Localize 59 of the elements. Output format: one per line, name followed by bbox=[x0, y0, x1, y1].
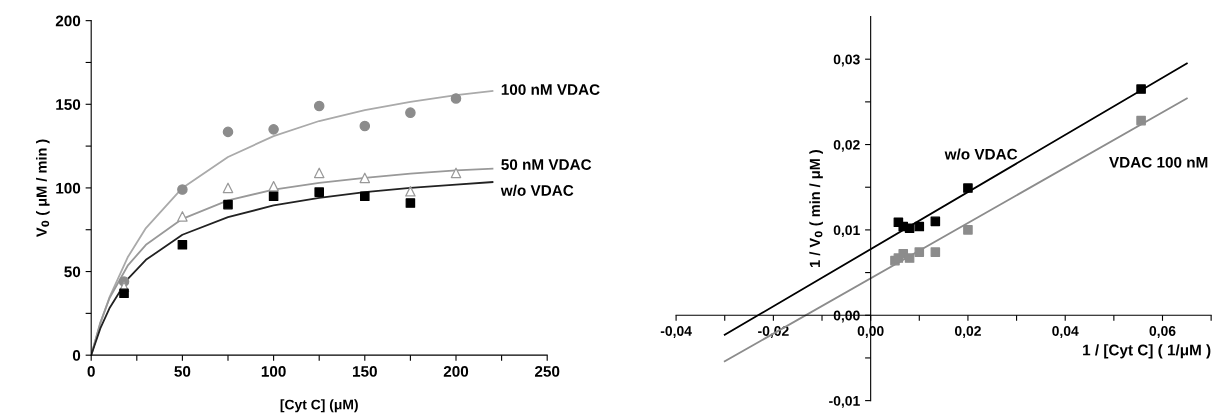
point bbox=[405, 185, 416, 197]
series-label: 50 nM VDAC bbox=[501, 159, 592, 170]
point bbox=[405, 107, 416, 118]
point bbox=[914, 247, 925, 257]
y-tick-label: 200 bbox=[55, 15, 81, 27]
point bbox=[450, 167, 462, 179]
point bbox=[930, 247, 941, 257]
x-tick-label: 50 bbox=[174, 366, 191, 377]
point bbox=[222, 126, 234, 138]
point bbox=[904, 223, 915, 233]
y-axis-title: V$_{0}$ ( μM / min ) bbox=[36, 139, 50, 238]
x-axis-title: [Cyt C] (μM) bbox=[280, 399, 358, 413]
point bbox=[268, 191, 279, 202]
point bbox=[1136, 84, 1146, 94]
x-tick-label: -0,04 bbox=[660, 326, 692, 338]
point bbox=[177, 211, 188, 222]
y-tick-label: 0,01 bbox=[833, 225, 860, 238]
point bbox=[268, 124, 279, 135]
x-tick-label: 100 bbox=[261, 366, 286, 377]
x-tick-label: 0,04 bbox=[1052, 326, 1079, 338]
point bbox=[360, 191, 370, 202]
point bbox=[405, 198, 416, 208]
series-label: w/o VDAC bbox=[500, 184, 574, 197]
point bbox=[930, 216, 941, 227]
series-label: w/o VDAC bbox=[944, 148, 1018, 160]
point bbox=[119, 288, 129, 299]
point bbox=[359, 120, 371, 132]
point bbox=[313, 167, 325, 179]
point bbox=[359, 172, 371, 184]
y-tick-label: 150 bbox=[56, 99, 81, 110]
point bbox=[1136, 115, 1146, 126]
point bbox=[314, 187, 324, 197]
y-tick-label: 50 bbox=[64, 266, 81, 278]
point bbox=[963, 183, 973, 193]
x-tick-label: 250 bbox=[534, 366, 560, 377]
x-axis-title: 1 / [Cyt C] ( 1/μM ) bbox=[1083, 344, 1211, 359]
y-tick-label: 0,02 bbox=[833, 139, 860, 152]
point bbox=[914, 221, 925, 232]
x-tick-label: 0,06 bbox=[1149, 326, 1176, 338]
y-tick-label: 0 bbox=[72, 350, 81, 361]
point bbox=[222, 182, 234, 194]
point bbox=[268, 180, 279, 192]
point bbox=[963, 225, 973, 235]
point bbox=[177, 239, 188, 250]
point bbox=[904, 253, 915, 263]
y-tick-label: 100 bbox=[56, 182, 81, 194]
point bbox=[450, 93, 462, 104]
x-tick-label: 0 bbox=[87, 366, 95, 377]
series-label: 100 nM VDAC bbox=[501, 84, 600, 95]
x-tick-label: 200 bbox=[443, 366, 469, 377]
y-axis-title: 1 / V$_{0}$ ( min / μM ) bbox=[809, 149, 823, 267]
series-label: VDAC 100 nM bbox=[1109, 156, 1208, 168]
point bbox=[313, 100, 325, 112]
point bbox=[177, 184, 188, 195]
x-tick-label: 150 bbox=[353, 366, 377, 377]
y-tick-label: 0,03 bbox=[833, 54, 860, 67]
point bbox=[223, 199, 233, 210]
y-tick-label: -0,01 bbox=[829, 395, 860, 408]
x-tick-label: 0,02 bbox=[954, 326, 981, 338]
